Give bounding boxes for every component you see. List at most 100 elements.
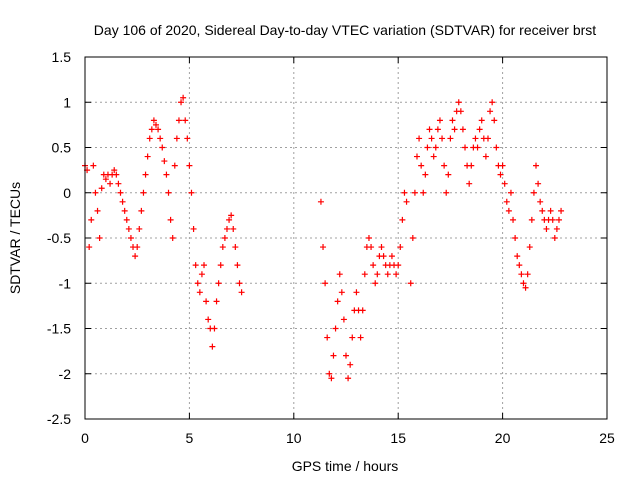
data-point <box>439 135 446 142</box>
data-point <box>468 162 475 169</box>
data-point <box>530 189 537 196</box>
data-point <box>451 126 458 133</box>
data-point <box>516 262 523 269</box>
data-point <box>418 162 425 169</box>
data-point <box>489 99 496 106</box>
data-point <box>146 135 153 142</box>
data-point <box>416 135 423 142</box>
data-point <box>436 117 443 124</box>
data-point <box>196 289 203 296</box>
data-point <box>507 189 514 196</box>
data-point <box>378 244 385 251</box>
data-point <box>211 325 218 332</box>
data-point <box>186 162 193 169</box>
data-point <box>152 121 159 128</box>
data-point <box>497 171 504 178</box>
x-axis-label: GPS time / hours <box>292 458 399 474</box>
data-point <box>462 144 469 151</box>
data-point <box>192 262 199 269</box>
data-point <box>334 298 341 305</box>
x-tick-label: 10 <box>286 430 302 446</box>
x-tick-label: 0 <box>81 430 89 446</box>
data-point <box>219 244 226 251</box>
data-point <box>117 189 124 196</box>
x-tick-label: 5 <box>186 430 194 446</box>
data-point <box>441 162 448 169</box>
data-point <box>526 244 533 251</box>
data-point <box>232 244 239 251</box>
data-point <box>372 280 379 287</box>
data-point <box>503 198 510 205</box>
data-point <box>447 135 454 142</box>
data-point <box>223 225 230 232</box>
y-tick-label: 0 <box>63 185 71 201</box>
data-point <box>359 307 366 314</box>
y-tick-label: -2.5 <box>47 411 71 427</box>
data-point <box>455 99 462 106</box>
data-point <box>459 126 466 133</box>
data-point <box>413 153 420 160</box>
data-point <box>476 126 483 133</box>
data-point <box>510 216 517 223</box>
data-point <box>368 244 375 251</box>
x-tick-label: 25 <box>599 430 615 446</box>
data-point <box>338 289 345 296</box>
data-point <box>432 144 439 151</box>
data-point <box>330 352 337 359</box>
data-point <box>96 235 103 241</box>
data-point <box>198 271 205 278</box>
data-point <box>434 126 441 133</box>
data-point <box>320 244 327 251</box>
data-point <box>322 280 329 287</box>
data-point <box>90 162 97 169</box>
data-point <box>520 280 527 287</box>
data-point <box>180 94 187 101</box>
data-point <box>426 126 433 133</box>
data-point <box>184 135 191 142</box>
data-point <box>175 117 182 124</box>
data-point <box>171 162 178 169</box>
data-point <box>142 171 149 178</box>
data-point <box>409 235 416 241</box>
y-tick-label: 0.5 <box>52 140 72 156</box>
data-point <box>228 212 235 219</box>
data-point <box>111 167 118 174</box>
data-point <box>393 271 400 278</box>
data-point <box>155 126 162 133</box>
data-point <box>121 207 128 214</box>
data-point <box>324 334 331 341</box>
data-point <box>221 235 228 241</box>
data-point <box>428 135 435 142</box>
x-tick-label: 20 <box>495 430 511 446</box>
data-point <box>518 271 525 278</box>
data-point <box>340 316 347 323</box>
gridlines <box>85 57 607 419</box>
data-point <box>345 375 352 382</box>
data-point <box>445 171 452 178</box>
data-point <box>397 244 404 251</box>
data-point <box>209 343 216 350</box>
data-point <box>353 289 360 296</box>
data-point <box>553 225 560 232</box>
data-point <box>94 207 101 214</box>
data-point <box>499 162 506 169</box>
data-point <box>188 189 195 196</box>
data-point <box>474 144 481 151</box>
data-point <box>190 225 197 232</box>
data-point <box>326 370 333 377</box>
data-point <box>482 153 489 160</box>
data-point <box>549 216 556 223</box>
y-tick-label: 1 <box>63 94 71 110</box>
data-point <box>148 126 155 133</box>
data-point <box>205 316 212 323</box>
data-point <box>420 189 427 196</box>
data-point <box>357 334 364 341</box>
data-point <box>236 280 243 287</box>
data-point <box>365 235 372 241</box>
data-point <box>491 117 498 124</box>
data-point <box>238 289 245 296</box>
data-point <box>424 144 431 151</box>
data-point <box>472 135 479 142</box>
data-point <box>466 180 473 187</box>
